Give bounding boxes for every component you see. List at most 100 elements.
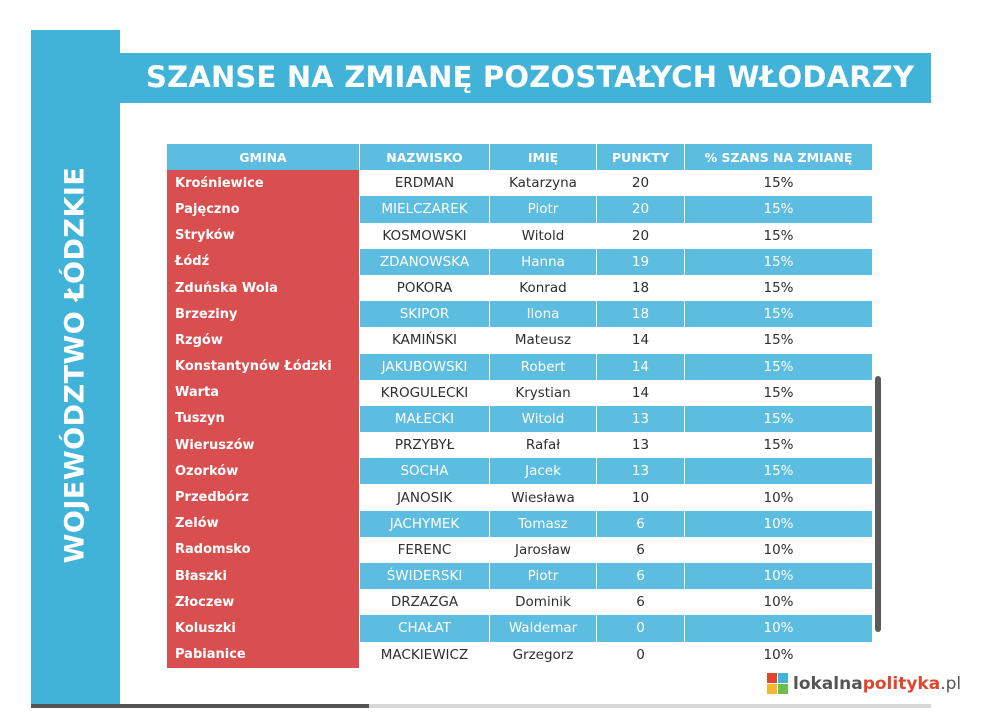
cell-szanse: 10%	[685, 510, 872, 537]
cell-punkty: 14	[597, 327, 685, 354]
cell-gmina: Tuszyn	[167, 405, 360, 433]
cell-szanse: 15%	[685, 353, 872, 380]
cell-nazwisko: MIELCZAREK	[360, 196, 490, 223]
cell-nazwisko: KOSMOWSKI	[360, 222, 490, 249]
cell-imie: Dominik	[490, 589, 597, 616]
cell-nazwisko: DRZAZGA	[360, 589, 490, 616]
cell-imie: Katarzyna	[490, 170, 597, 197]
cell-nazwisko: MACKIEWICZ	[360, 641, 490, 668]
cell-imie: Grzegorz	[490, 641, 597, 668]
table-row: Zduńska Wola POKORA Konrad 18 15%	[167, 274, 872, 302]
cell-gmina: Koluszki	[167, 615, 360, 642]
cell-gmina: Krośniewice	[167, 170, 360, 197]
table-row: Wieruszów PRZYBYŁ Rafał 13 15%	[167, 432, 872, 459]
cell-gmina: Łódź	[167, 248, 360, 275]
cell-gmina: Przedbórz	[167, 484, 360, 511]
logo-icon	[767, 673, 789, 695]
table-row: Rzgów KAMIŃSKI Mateusz 14 15%	[167, 327, 872, 354]
table-row: Koluszki CHAŁAT Waldemar 0 10%	[167, 615, 872, 642]
cell-szanse: 15%	[685, 196, 872, 223]
cell-szanse: 15%	[685, 379, 872, 406]
cell-nazwisko: JACHYMEK	[360, 510, 490, 537]
cell-imie: Rafał	[490, 432, 597, 459]
cell-szanse: 15%	[685, 327, 872, 354]
progress-track	[31, 704, 931, 708]
cell-szanse: 15%	[685, 170, 872, 197]
table-header-row: GMINA NAZWISKO IMIĘ PUNKTY % SZANS NA ZM…	[167, 144, 872, 171]
cell-nazwisko: SOCHA	[360, 458, 490, 485]
cell-szanse: 10%	[685, 615, 872, 642]
cell-punkty: 10	[597, 484, 685, 511]
cell-szanse: 15%	[685, 248, 872, 275]
cell-nazwisko: JANOSIK	[360, 484, 490, 511]
table-row: Warta KROGULECKI Krystian 14 15%	[167, 379, 872, 406]
logo-text-c: .pl	[940, 674, 962, 694]
cell-szanse: 15%	[685, 274, 872, 302]
cell-punkty: 20	[597, 196, 685, 223]
side-bar	[31, 30, 120, 704]
table-row: Radomsko FERENC Jarosław 6 10%	[167, 536, 872, 563]
cell-nazwisko: ZDANOWSKA	[360, 248, 490, 275]
cell-imie: Piotr	[490, 563, 597, 590]
cell-imie: Hanna	[490, 248, 597, 275]
cell-gmina: Pabianice	[167, 641, 360, 668]
cell-nazwisko: KAMIŃSKI	[360, 327, 490, 354]
table-row: Brzeziny SKIPOR Ilona 18 15%	[167, 301, 872, 328]
cell-gmina: Zelów	[167, 510, 360, 537]
cell-gmina: Radomsko	[167, 536, 360, 563]
cell-imie: Waldemar	[490, 615, 597, 642]
cell-gmina: Brzeziny	[167, 301, 360, 328]
cell-punkty: 20	[597, 170, 685, 197]
table-row: Błaszki ŚWIDERSKI Piotr 6 10%	[167, 563, 872, 590]
cell-punkty: 18	[597, 301, 685, 328]
cell-gmina: Błaszki	[167, 563, 360, 590]
table-row: Zelów JACHYMEK Tomasz 6 10%	[167, 510, 872, 537]
cell-szanse: 10%	[685, 563, 872, 590]
cell-imie: Krystian	[490, 379, 597, 406]
cell-punkty: 0	[597, 641, 685, 668]
table-row: Konstantynów Łódzki JAKUBOWSKI Robert 14 15%	[167, 353, 872, 380]
cell-punkty: 13	[597, 458, 685, 485]
header-szanse: % SZANS NA ZMIANĘ	[685, 144, 872, 171]
cell-punkty: 6	[597, 589, 685, 616]
table-row: Złoczew DRZAZGA Dominik 6 10%	[167, 589, 872, 616]
cell-punkty: 13	[597, 405, 685, 433]
table-row: Krośniewice ERDMAN Katarzyna 20 15%	[167, 170, 872, 197]
table-row: Pajęczno MIELCZAREK Piotr 20 15%	[167, 196, 872, 223]
cell-punkty: 0	[597, 615, 685, 642]
header-imie: IMIĘ	[490, 144, 597, 171]
cell-imie: Konrad	[490, 274, 597, 302]
logo-text-a: lokalna	[793, 674, 863, 694]
cell-nazwisko: JAKUBOWSKI	[360, 353, 490, 380]
cell-szanse: 10%	[685, 536, 872, 563]
table-row: Pabianice MACKIEWICZ Grzegorz 0 10%	[167, 641, 872, 668]
cell-gmina: Ozorków	[167, 458, 360, 485]
cell-imie: Witold	[490, 222, 597, 249]
cell-szanse: 15%	[685, 222, 872, 249]
cell-gmina: Wieruszów	[167, 432, 360, 459]
results-table: GMINA NAZWISKO IMIĘ PUNKTY % SZANS NA ZM…	[167, 144, 872, 668]
brand-logo: lokalna polityka .pl	[767, 673, 961, 695]
cell-punkty: 19	[597, 248, 685, 275]
cell-nazwisko: CHAŁAT	[360, 615, 490, 642]
cell-nazwisko: KROGULECKI	[360, 379, 490, 406]
cell-imie: Piotr	[490, 196, 597, 223]
cell-gmina: Złoczew	[167, 589, 360, 616]
table-row: Ozorków SOCHA Jacek 13 15%	[167, 458, 872, 485]
scrollbar-thumb[interactable]	[875, 376, 881, 632]
cell-imie: Wiesława	[490, 484, 597, 511]
progress-fill	[31, 704, 369, 708]
cell-punkty: 13	[597, 432, 685, 459]
cell-gmina: Konstantynów Łódzki	[167, 353, 360, 380]
cell-nazwisko: ŚWIDERSKI	[360, 563, 490, 590]
cell-nazwisko: FERENC	[360, 536, 490, 563]
header-punkty: PUNKTY	[597, 144, 685, 171]
cell-gmina: Warta	[167, 379, 360, 406]
table-row: Tuszyn MAŁECKI Witold 13 15%	[167, 405, 872, 433]
cell-szanse: 15%	[685, 432, 872, 459]
cell-gmina: Zduńska Wola	[167, 274, 360, 302]
cell-nazwisko: PRZYBYŁ	[360, 432, 490, 459]
cell-szanse: 15%	[685, 301, 872, 328]
cell-punkty: 14	[597, 353, 685, 380]
cell-szanse: 15%	[685, 405, 872, 433]
